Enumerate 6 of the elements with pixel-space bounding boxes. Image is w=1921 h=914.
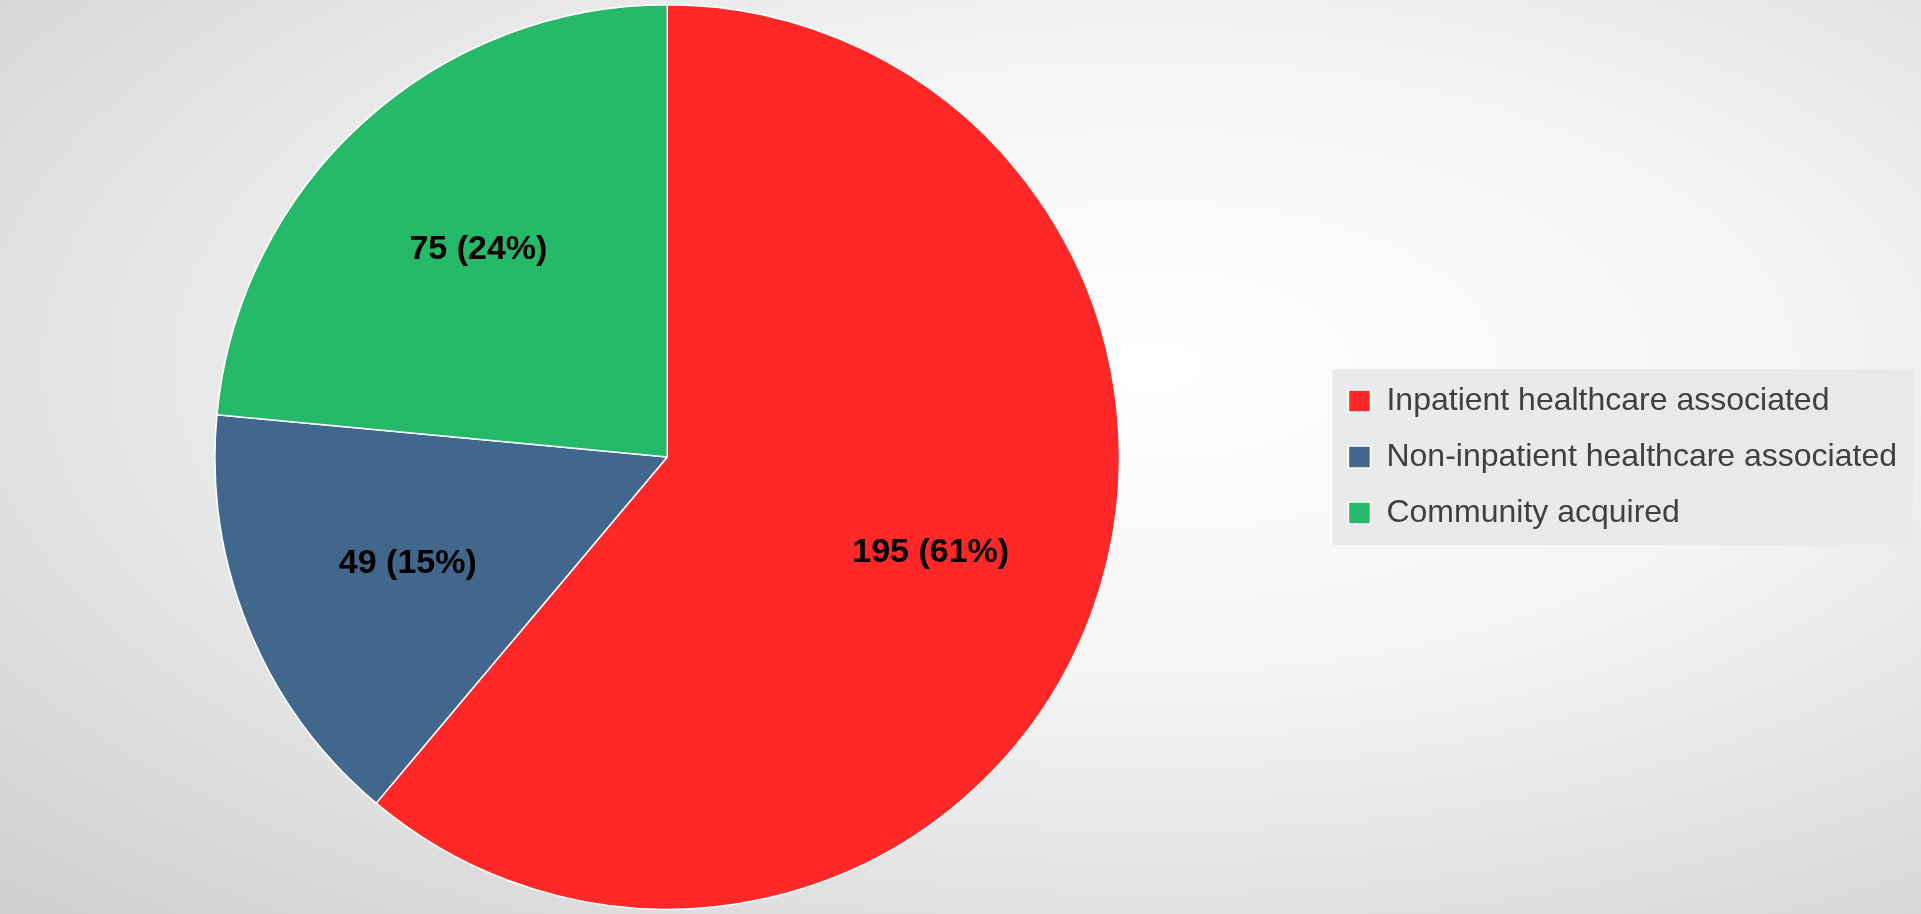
legend-label: Inpatient healthcare associated (1386, 380, 1830, 417)
data-label: 49 (15%) (338, 541, 477, 580)
data-label: 195 (61%) (852, 531, 1010, 570)
legend-label: Community acquired (1386, 492, 1680, 529)
legend-label: Non-inpatient healthcare associated (1386, 436, 1897, 473)
data-label: 75 (24%) (409, 228, 548, 267)
